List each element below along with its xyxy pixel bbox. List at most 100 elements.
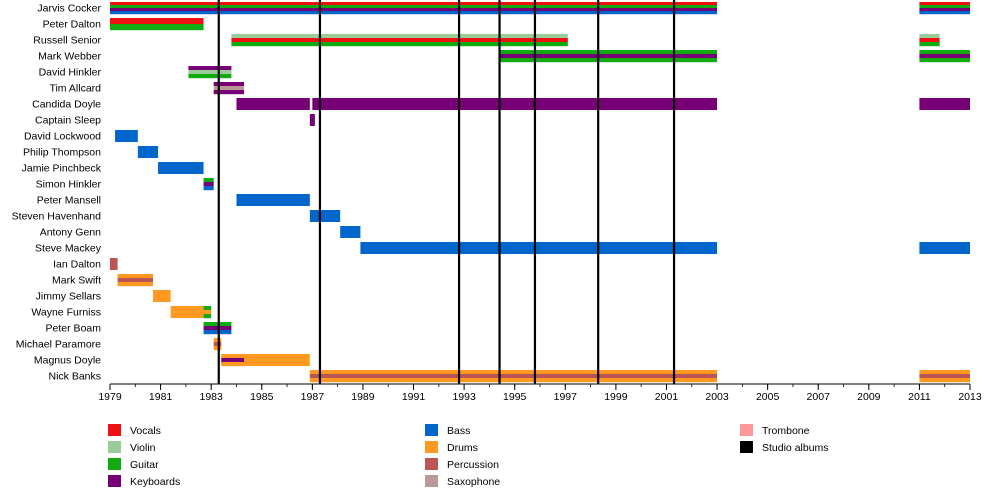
bar-david-hinkler-1 [188, 66, 232, 79]
bar-david-lockwood-1 [115, 130, 138, 142]
bar-jarvis-cocker-2 [919, 2, 970, 15]
member-bars [110, 2, 970, 383]
x-tick-label: 2011 [908, 391, 931, 403]
bar-candida-doyle-1 [236, 98, 310, 110]
bar-segment-vocals [110, 18, 204, 25]
bar-michael-paramore-1 [213, 338, 222, 351]
bar-steven-havenhand-1 [309, 210, 341, 222]
bar-nick-banks-1 [309, 370, 718, 383]
x-tick-label: 1985 [250, 391, 274, 403]
x-tick-label: 1995 [503, 391, 527, 403]
bar-segment-saxophone [213, 86, 245, 91]
bar-peter-dalton-1 [110, 18, 204, 31]
member-label-david-hinkler: David Hinkler [39, 67, 102, 79]
studio-album-lines [217, 0, 676, 384]
bar-wayne-furniss-2 [203, 306, 212, 319]
bar-segment-guitar [203, 178, 214, 183]
member-label-peter-dalton: Peter Dalton [43, 19, 102, 31]
bar-segment-guitar [110, 24, 204, 31]
bar-segment-drums [221, 354, 245, 359]
bar-segment-keyboards [312, 98, 718, 110]
member-labels: Jarvis Cocker Peter Dalton Russell Senior M… [12, 3, 102, 383]
bar-segment-bass [360, 242, 718, 254]
bar-magnus-doyle-2 [221, 354, 245, 367]
bar-segment-percussion [309, 374, 718, 379]
legend-label: Percussion [447, 459, 499, 471]
bar-segment-percussion [117, 278, 153, 283]
x-tick-label: 1989 [351, 391, 375, 403]
member-label-ian-dalton: Ian Dalton [53, 259, 101, 271]
bar-segment-bass [203, 186, 214, 191]
legend-item-studio-albums: Studio albums [740, 441, 829, 454]
bar-segment-bass [236, 194, 310, 206]
bar-segment-percussion [919, 374, 970, 379]
bar-segment-drums [309, 370, 718, 375]
bar-segment-guitar [110, 5, 718, 9]
bar-simon-hinkler-1 [203, 178, 214, 191]
bar-russell-senior-2 [919, 34, 940, 47]
bar-segment-vocals [110, 2, 718, 6]
x-tick-label: 2001 [655, 391, 679, 403]
legend-swatch [740, 424, 753, 436]
bar-segment-guitar [919, 50, 970, 55]
bar-segment-violin [231, 34, 568, 39]
bar-philip-thompson-1 [137, 146, 159, 158]
legend-swatch [425, 424, 438, 436]
bar-segment-keyboards [188, 66, 232, 71]
bar-segment-bass [203, 330, 232, 335]
bar-jimmy-sellars-1 [153, 290, 171, 302]
legend: Vocals Violin Guitar Keyboards Bass Drums Perc… [108, 424, 829, 488]
x-tick-label: 1981 [149, 391, 173, 403]
bar-segment-keyboards [919, 54, 970, 59]
bar-segment-keyboards [309, 114, 315, 126]
legend-item-guitar: Guitar [108, 458, 159, 471]
bar-segment-drums [170, 306, 204, 318]
bar-segment-keyboards [203, 182, 214, 187]
member-label-mark-webber: Mark Webber [38, 51, 101, 63]
legend-label: Guitar [130, 459, 159, 471]
member-label-captain-sleep: Captain Sleep [35, 115, 101, 127]
legend-label: Keyboards [130, 476, 180, 488]
member-label-candida-doyle: Candida Doyle [32, 99, 101, 111]
legend-item-bass: Bass [425, 424, 470, 437]
bar-segment-keyboards [499, 54, 718, 59]
bar-segment-guitar [203, 322, 232, 327]
bar-segment-bass [919, 11, 970, 15]
x-tick-label: 2013 [958, 391, 982, 403]
bar-segment-guitar [499, 50, 718, 55]
legend-label: Studio albums [762, 442, 829, 454]
x-tick-label: 2009 [857, 391, 881, 403]
member-label-antony-genn: Antony Genn [40, 227, 101, 239]
legend-label: Violin [130, 442, 156, 454]
bar-segment-percussion [110, 258, 118, 270]
x-tick-label: 2003 [705, 391, 729, 403]
bar-segment-keyboards [919, 8, 970, 12]
bar-segment-keyboards [236, 98, 310, 110]
member-label-russell-senior: Russell Senior [33, 35, 101, 47]
bar-mark-webber-2 [919, 50, 970, 63]
bar-candida-doyle-3 [919, 98, 970, 110]
legend-item-percussion: Percussion [425, 458, 499, 471]
bar-segment-drums [221, 362, 245, 367]
bar-segment-keyboards [221, 358, 245, 363]
bar-segment-percussion [213, 342, 222, 347]
x-tick-label: 2005 [756, 391, 780, 403]
x-tick-label: 1991 [402, 391, 426, 403]
bar-segment-bass [115, 130, 138, 142]
bar-segment-bass [158, 162, 204, 174]
bar-ian-dalton-1 [110, 258, 118, 270]
bar-segment-keyboards [213, 82, 245, 87]
legend-item-drums: Drums [425, 441, 478, 454]
bar-segment-drums [309, 378, 718, 383]
x-axis: 1979 1981 1983 1985 1987 1989 1991 1993 1995 1997… [98, 383, 982, 403]
member-label-wayne-furniss: Wayne Furniss [31, 307, 101, 319]
legend-label: Saxophone [447, 476, 500, 488]
bar-segment-vocals [919, 2, 970, 6]
member-label-peter-boam: Peter Boam [46, 323, 102, 335]
legend-label: Drums [447, 442, 478, 454]
member-label-peter-mansell: Peter Mansell [37, 195, 101, 207]
bar-segment-bass [919, 242, 970, 254]
bar-segment-violin [919, 34, 940, 39]
bar-mark-swift-1 [117, 274, 153, 287]
